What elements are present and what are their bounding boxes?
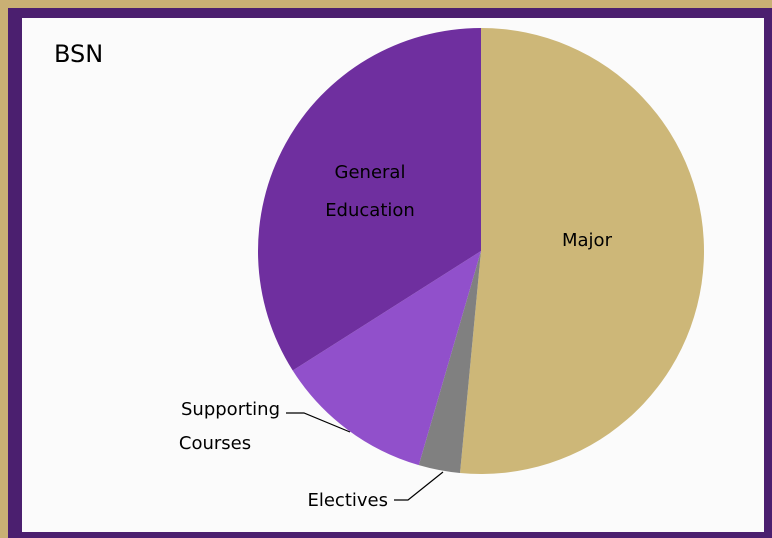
label-major: Major xyxy=(562,230,613,251)
label-electives: Electives xyxy=(307,490,388,511)
chart-title: BSN xyxy=(54,40,104,68)
label-general-education-line2: Education xyxy=(325,200,415,221)
label-general-education-line1: General xyxy=(335,162,406,183)
leader-line-supporting xyxy=(286,412,351,433)
leader-line-electives xyxy=(394,471,444,501)
label-supporting-line1: Supporting xyxy=(181,399,280,420)
label-supporting-line2: Courses xyxy=(179,433,251,454)
pie-slice-general-education xyxy=(258,28,481,371)
pie-slice-electives xyxy=(418,251,481,474)
pie-slice-supporting-courses xyxy=(292,251,481,466)
pie-slice-major xyxy=(460,28,704,474)
